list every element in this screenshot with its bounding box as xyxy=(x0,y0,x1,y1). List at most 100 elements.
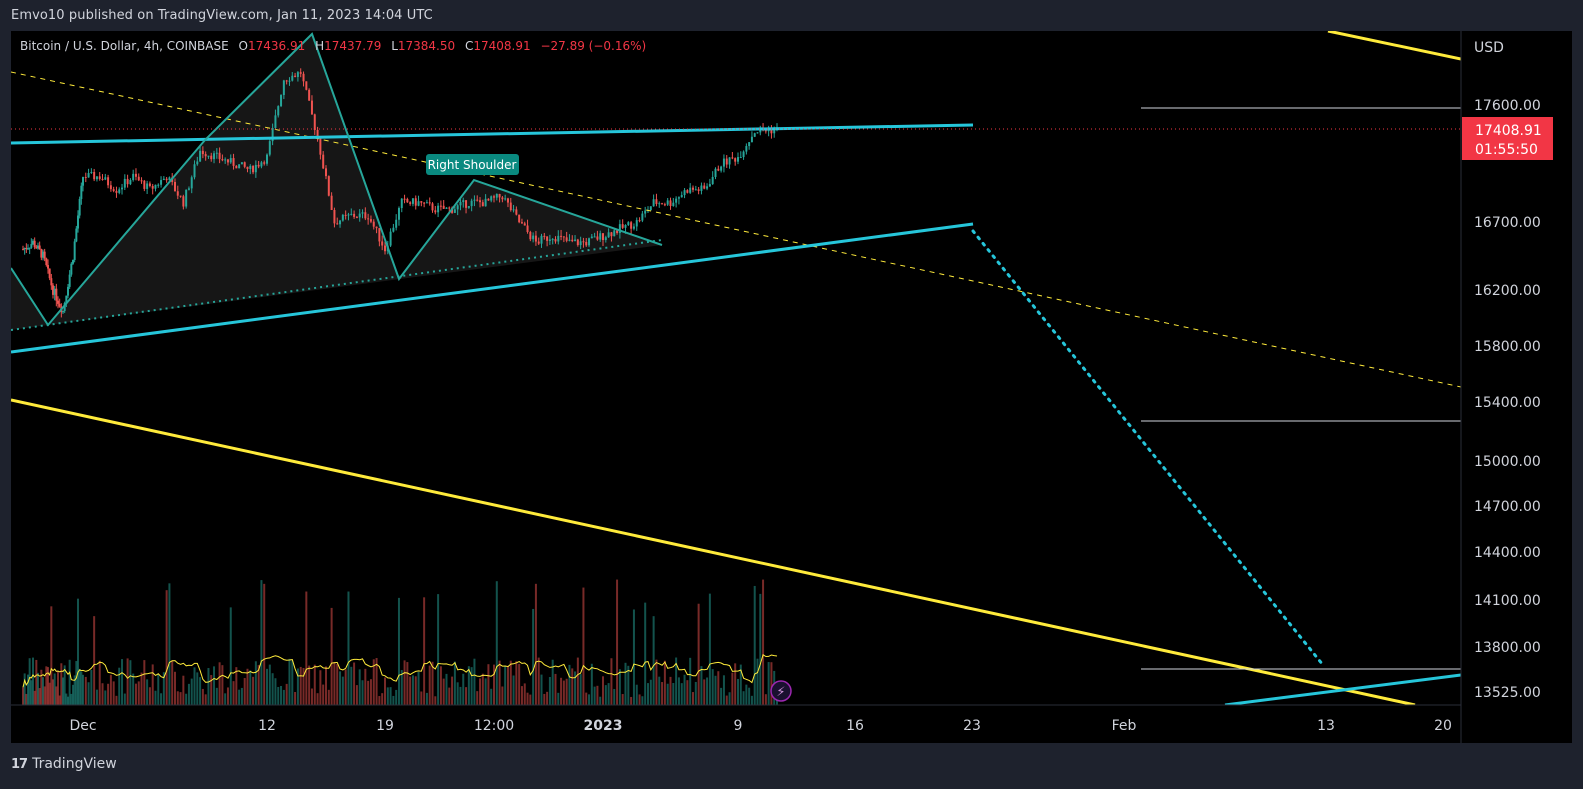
candle-body xyxy=(694,189,697,191)
candle-body xyxy=(45,258,48,266)
candle-body xyxy=(302,73,305,82)
tradingview-logo[interactable]: 17 TradingView xyxy=(11,756,117,772)
footer-bar: 17 TradingView xyxy=(0,748,1583,789)
candle-body xyxy=(596,236,599,240)
volume-bar xyxy=(582,587,585,705)
time-tick-label: 12:00 xyxy=(474,718,514,734)
pattern-baseline-dotted xyxy=(11,239,663,331)
volume-bar xyxy=(546,691,549,705)
volume-bar xyxy=(115,695,118,705)
volume-bar xyxy=(204,694,207,705)
volume-bar xyxy=(512,675,515,705)
volume-bar xyxy=(647,683,649,705)
volume-bar xyxy=(498,660,501,705)
volume-bar xyxy=(675,657,678,705)
candle-body xyxy=(319,137,322,155)
volume-bar xyxy=(146,679,149,705)
candle-body xyxy=(495,193,498,198)
volume-bar xyxy=(140,672,143,705)
price-tick-label: 16200.00 xyxy=(1474,283,1541,299)
time-axis[interactable]: Dec 12 19 12:00 2023 9 16 23 Feb 13 20 xyxy=(69,718,1451,734)
candle-body xyxy=(215,152,218,154)
currency-label[interactable]: USD xyxy=(1474,40,1504,56)
price-axis[interactable]: 17600.00 16700.00 16200.00 15800.00 15400.00… xyxy=(1474,98,1541,701)
volume-bar xyxy=(364,668,367,705)
indicator-flash-icon[interactable]: ⚡ xyxy=(770,680,792,702)
candle-body xyxy=(282,80,285,96)
candle-body xyxy=(397,208,400,220)
volume-bar xyxy=(310,688,313,705)
volume-bar xyxy=(515,661,518,705)
low-value: 17384.50 xyxy=(397,39,456,53)
candle-body xyxy=(123,178,126,188)
candle-body xyxy=(187,188,190,190)
candle-body xyxy=(448,207,451,209)
rising-support-line xyxy=(11,222,974,354)
candle-body xyxy=(773,129,776,134)
volume-bar xyxy=(434,696,437,705)
volume-ma-line xyxy=(22,654,778,688)
volume-bar xyxy=(381,693,384,705)
channel-upper-line xyxy=(1327,31,1461,61)
volume-bar xyxy=(221,665,224,705)
candle-body xyxy=(240,162,243,165)
candle-body xyxy=(207,155,210,157)
volume-bar xyxy=(65,693,68,705)
time-tick-label: 2023 xyxy=(584,718,623,734)
volume-bar xyxy=(722,675,725,705)
price-tick-label: 13525.00 xyxy=(1474,685,1541,701)
candle-body xyxy=(420,201,423,203)
volume-bar xyxy=(266,668,268,705)
volume-bar xyxy=(470,667,473,705)
candle-body xyxy=(87,173,90,178)
candle-body xyxy=(25,248,28,250)
candle-body xyxy=(378,228,381,242)
candle-body xyxy=(445,207,448,209)
candle-body xyxy=(428,202,431,204)
price-tick-label: 16700.00 xyxy=(1474,215,1541,231)
volume-bar xyxy=(68,659,71,705)
price-tick-label: 15800.00 xyxy=(1474,339,1541,355)
volume-bar xyxy=(148,687,151,705)
volume-bar xyxy=(400,670,403,705)
volume-bar xyxy=(263,583,266,705)
volume-bar xyxy=(739,664,742,705)
volume-bar xyxy=(235,667,238,705)
volume-bar xyxy=(27,674,29,705)
candle-body xyxy=(160,180,163,185)
candle-body xyxy=(621,224,624,228)
volume-bar xyxy=(672,682,675,705)
volume-bar xyxy=(90,669,93,705)
candle-body xyxy=(392,227,395,232)
volume-bar xyxy=(649,679,652,705)
volume-bar xyxy=(165,590,168,705)
candle-body xyxy=(739,157,742,159)
volume-bar xyxy=(112,681,115,705)
volume-bar xyxy=(299,666,302,705)
bar-countdown: 01:55:50 xyxy=(1475,142,1538,158)
candle-body xyxy=(57,300,59,304)
volume-bar xyxy=(632,609,635,705)
chart-area[interactable] xyxy=(11,31,1572,743)
volume-bar xyxy=(302,667,305,705)
candle-body xyxy=(50,278,53,286)
candle-body xyxy=(179,195,182,197)
candle-body xyxy=(748,142,751,147)
volume-bar xyxy=(84,676,87,705)
symbol-legend[interactable]: Bitcoin / U.S. Dollar, 4h, COINBASE O174… xyxy=(20,39,646,53)
right-shoulder-label[interactable]: Right Shoulder xyxy=(426,154,519,175)
candle-body xyxy=(65,295,68,304)
candle-body xyxy=(599,233,602,240)
candle-body xyxy=(232,158,235,166)
volume-bar xyxy=(30,680,33,705)
candle-body xyxy=(224,159,227,161)
volume-bar xyxy=(728,692,731,705)
volume-bar xyxy=(568,664,571,705)
candle-body xyxy=(299,72,302,74)
candle-body xyxy=(425,202,428,204)
candle-body xyxy=(350,213,353,215)
volume-bar xyxy=(229,607,232,705)
candle-body xyxy=(737,157,739,162)
candle-body xyxy=(565,237,568,241)
